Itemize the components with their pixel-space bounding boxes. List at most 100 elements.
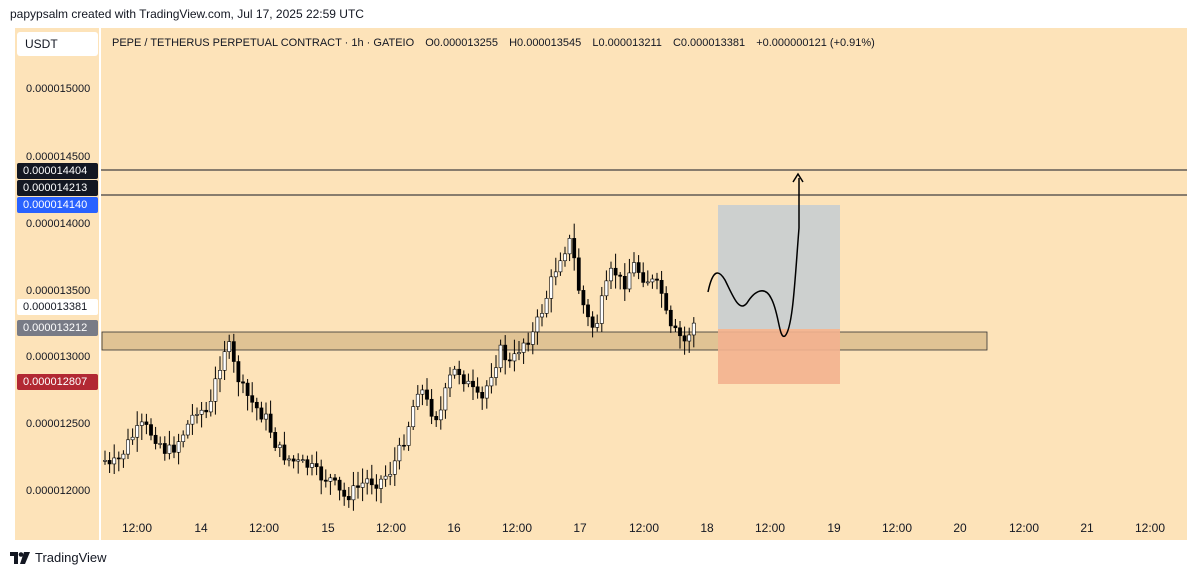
candle-body[interactable] xyxy=(636,262,641,273)
candle-body[interactable] xyxy=(121,453,126,460)
candle-body[interactable] xyxy=(139,421,144,426)
candle-body[interactable] xyxy=(558,260,563,273)
candle-body[interactable] xyxy=(204,409,209,413)
candle-body[interactable] xyxy=(153,434,158,444)
candle-body[interactable] xyxy=(176,441,181,453)
candle-body[interactable] xyxy=(484,385,489,399)
candle-body[interactable] xyxy=(443,387,448,411)
candle-body[interactable] xyxy=(351,485,356,501)
candle-body[interactable] xyxy=(227,341,232,352)
candle-body[interactable] xyxy=(452,368,457,376)
candle-body[interactable] xyxy=(310,463,314,468)
candle-body[interactable] xyxy=(627,272,632,290)
candle-body[interactable] xyxy=(342,489,347,497)
candle-body[interactable] xyxy=(314,463,319,468)
candle-body[interactable] xyxy=(411,406,416,428)
candle-body[interactable] xyxy=(346,496,351,501)
candle-body[interactable] xyxy=(245,382,250,396)
candle-body[interactable] xyxy=(622,276,627,290)
candle-body[interactable] xyxy=(397,444,402,462)
candle-body[interactable] xyxy=(549,276,554,299)
candle-body[interactable] xyxy=(461,374,466,385)
candle-body[interactable] xyxy=(691,322,696,336)
candle-body[interactable] xyxy=(429,398,434,417)
candle-body[interactable] xyxy=(199,409,204,415)
candle-body[interactable] xyxy=(374,484,379,489)
candle-body[interactable] xyxy=(181,434,186,442)
candle-body[interactable] xyxy=(241,381,245,384)
candle-body[interactable] xyxy=(498,344,503,369)
candle-body[interactable] xyxy=(415,393,420,407)
candle-body[interactable] xyxy=(507,359,512,362)
candle-body[interactable] xyxy=(190,414,195,425)
candle-body[interactable] xyxy=(475,386,480,393)
candle-body[interactable] xyxy=(296,459,301,462)
candle-body[interactable] xyxy=(282,444,287,461)
candle-body[interactable] xyxy=(383,475,388,480)
candle-body[interactable] xyxy=(406,426,411,446)
candle-body[interactable] xyxy=(360,482,365,488)
candle-body[interactable] xyxy=(604,280,609,297)
candle-body[interactable] xyxy=(222,351,227,371)
candle-body[interactable] xyxy=(107,460,112,465)
candle-body[interactable] xyxy=(480,392,485,399)
candle-body[interactable] xyxy=(664,293,669,311)
candle-body[interactable] xyxy=(103,460,107,462)
candle-body[interactable] xyxy=(448,374,452,389)
candle-body[interactable] xyxy=(273,432,278,448)
candle-body[interactable] xyxy=(130,436,135,441)
take-profit-zone[interactable] xyxy=(718,205,840,329)
candle-body[interactable] xyxy=(632,262,636,274)
candle-body[interactable] xyxy=(291,458,296,462)
candle-body[interactable] xyxy=(236,361,241,383)
candle-body[interactable] xyxy=(323,479,328,482)
candle-body[interactable] xyxy=(162,443,167,454)
stop-loss-zone[interactable] xyxy=(718,329,840,384)
candle-body[interactable] xyxy=(402,444,406,447)
candle-body[interactable] xyxy=(618,274,623,277)
price-chart[interactable] xyxy=(101,28,1187,540)
candle-body[interactable] xyxy=(489,377,494,387)
candle-body[interactable] xyxy=(576,257,581,291)
candle-body[interactable] xyxy=(503,344,508,361)
candle-body[interactable] xyxy=(567,238,572,255)
candle-body[interactable] xyxy=(250,395,255,403)
candle-body[interactable] xyxy=(305,459,310,468)
candle-body[interactable] xyxy=(687,334,692,342)
candle-body[interactable] xyxy=(167,444,172,454)
candle-body[interactable] xyxy=(144,421,149,425)
price-axis-panel[interactable] xyxy=(15,28,99,540)
candle-body[interactable] xyxy=(434,416,439,421)
candle-body[interactable] xyxy=(673,325,678,329)
candle-body[interactable] xyxy=(268,413,273,433)
candle-body[interactable] xyxy=(392,460,397,475)
candle-body[interactable] xyxy=(553,271,558,278)
candle-body[interactable] xyxy=(682,335,687,342)
candle-body[interactable] xyxy=(158,443,163,445)
candle-body[interactable] xyxy=(116,457,121,460)
candle-body[interactable] xyxy=(319,466,324,481)
candle-body[interactable] xyxy=(213,378,218,402)
chart-area[interactable] xyxy=(101,28,1187,540)
candle-body[interactable] xyxy=(172,444,176,453)
candle-body[interactable] xyxy=(149,424,153,436)
candle-body[interactable] xyxy=(135,425,140,438)
candle-body[interactable] xyxy=(512,353,517,362)
candle-body[interactable] xyxy=(540,313,544,318)
candle-body[interactable] xyxy=(356,485,360,488)
candle-body[interactable] xyxy=(259,407,264,420)
candle-body[interactable] xyxy=(112,457,117,465)
candle-body[interactable] xyxy=(595,323,600,328)
candle-body[interactable] xyxy=(277,444,282,448)
candle-body[interactable] xyxy=(369,478,374,486)
candle-body[interactable] xyxy=(563,253,567,262)
candle-body[interactable] xyxy=(668,309,673,327)
candle-body[interactable] xyxy=(586,304,590,318)
projection-path[interactable] xyxy=(707,178,800,337)
candle-body[interactable] xyxy=(438,409,443,421)
candle-body[interactable] xyxy=(650,278,655,283)
footer-brand[interactable]: TradingView xyxy=(10,550,107,565)
candle-body[interactable] xyxy=(466,380,471,385)
candle-body[interactable] xyxy=(388,474,393,477)
candle-body[interactable] xyxy=(521,342,526,353)
